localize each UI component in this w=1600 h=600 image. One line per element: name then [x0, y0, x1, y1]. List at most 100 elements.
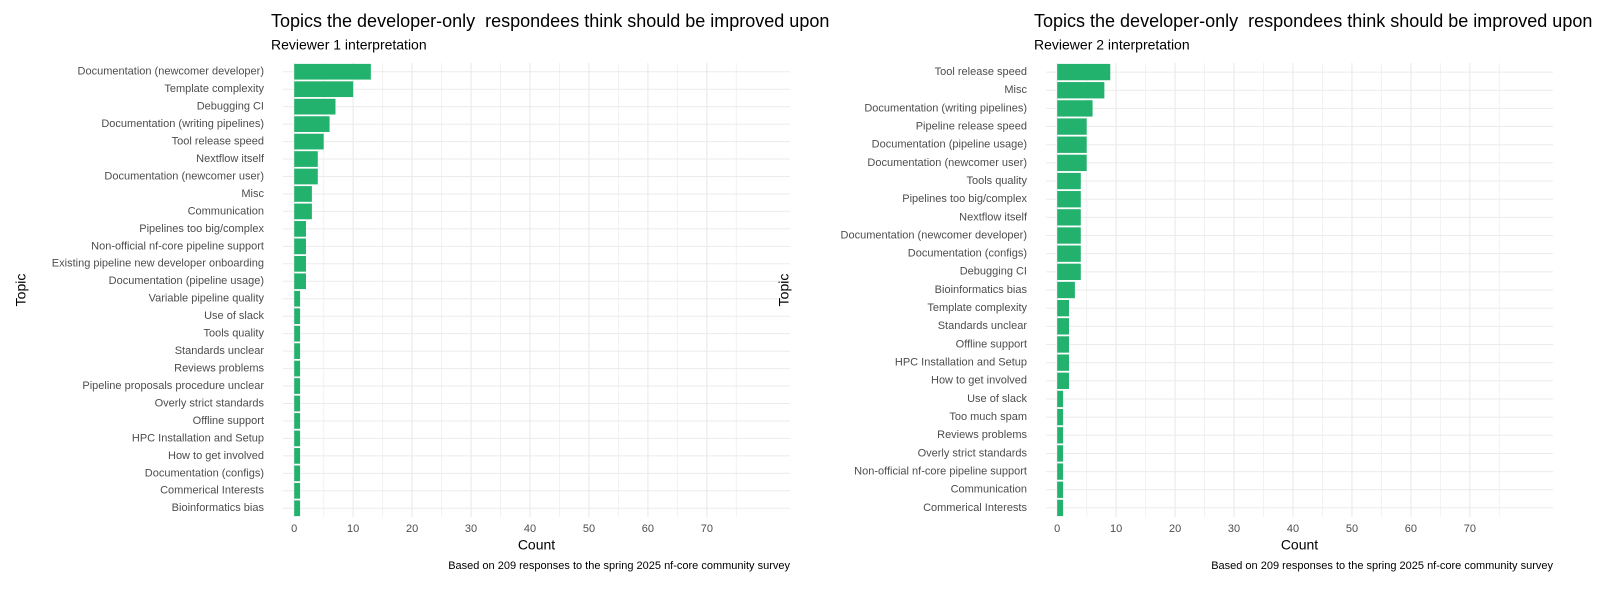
bar: [1057, 445, 1064, 462]
y-tick-label: Too much spam: [949, 411, 1027, 423]
y-tick-label: Pipeline proposals procedure unclear: [82, 380, 264, 392]
bar: [1057, 463, 1064, 480]
caption: Based on 209 responses to the spring 202…: [1211, 560, 1553, 572]
chart-subtitle: Reviewer 2 interpretation: [1034, 37, 1190, 53]
y-tick-label: Bioinformatics bias: [172, 502, 265, 514]
bar: [1057, 263, 1081, 281]
y-tick-label: Use of slack: [204, 310, 264, 322]
y-tick-label: Standards unclear: [938, 320, 1028, 332]
bar: [294, 325, 301, 342]
bar: [1057, 100, 1093, 117]
y-tick-label: Debugging CI: [960, 266, 1027, 278]
bar: [294, 98, 336, 115]
y-tick-label: Documentation (newcomer developer): [841, 229, 1027, 241]
y-tick-label: Pipelines too big/complex: [139, 223, 264, 235]
x-axis-title: Count: [518, 537, 555, 553]
bar: [294, 308, 301, 325]
bar: [1057, 63, 1111, 81]
y-tick-label: Documentation (newcomer user): [104, 170, 264, 182]
bar: [294, 290, 301, 307]
bar: [1057, 209, 1081, 226]
y-axis-title: Topic: [13, 274, 29, 307]
bar: [1057, 191, 1081, 208]
y-tick-label: Existing pipeline new developer onboardi…: [52, 258, 264, 270]
bar: [294, 63, 371, 80]
y-tick-label: Offline support: [193, 415, 264, 427]
bar: [1057, 281, 1075, 299]
chart-title: Topics the developer-only respondees thi…: [271, 11, 829, 31]
bar: [1057, 118, 1087, 135]
x-axis-title: Count: [1281, 537, 1318, 553]
bar: [1057, 354, 1069, 371]
x-tick-label: 20: [1169, 523, 1181, 535]
y-tick-label: Standards unclear: [175, 345, 265, 357]
bar: [1057, 227, 1081, 244]
y-tick-label: Overly strict standards: [918, 447, 1028, 459]
x-tick-label: 50: [583, 523, 595, 535]
bar: [294, 395, 301, 412]
y-tick-label: Template complexity: [927, 302, 1027, 314]
y-tick-label: HPC Installation and Setup: [895, 357, 1027, 369]
x-tick-label: 0: [1054, 523, 1060, 535]
y-tick-label: Communication: [188, 205, 264, 217]
bar: [1057, 499, 1064, 517]
y-tick-label: Documentation (configs): [145, 467, 264, 479]
bar: [294, 186, 312, 202]
y-tick-label: Reviews problems: [937, 429, 1027, 441]
x-tick-label: 70: [701, 523, 713, 535]
bar: [1057, 172, 1081, 190]
y-tick-label: Misc: [241, 188, 264, 200]
y-tick-label: Bioinformatics bias: [935, 284, 1028, 296]
bar: [294, 500, 301, 517]
bar: [1057, 408, 1064, 426]
bar: [1057, 372, 1069, 389]
bar: [294, 238, 306, 255]
x-tick-label: 0: [291, 523, 297, 535]
bar: [1057, 390, 1064, 408]
y-tick-label: Variable pipeline quality: [149, 293, 265, 305]
x-tick-label: 30: [465, 523, 477, 535]
y-tick-label: Tool release speed: [935, 66, 1027, 78]
bar: [294, 116, 330, 132]
y-tick-label: Overly strict standards: [155, 397, 265, 409]
bar: [294, 448, 301, 464]
bar: [1057, 136, 1087, 153]
bar: [294, 378, 301, 394]
x-tick-label: 10: [1110, 523, 1122, 535]
x-tick-label: 10: [347, 523, 359, 535]
bar: [1057, 154, 1087, 172]
y-tick-label: Documentation (newcomer user): [867, 157, 1027, 169]
y-tick-label: Offline support: [956, 338, 1027, 350]
bar: [294, 413, 301, 429]
y-tick-label: Documentation (pipeline usage): [109, 275, 264, 287]
bar: [1057, 82, 1105, 99]
x-tick-label: 50: [1346, 523, 1358, 535]
y-tick-label: Commerical Interests: [923, 502, 1027, 514]
y-tick-label: Tools quality: [966, 175, 1027, 187]
x-tick-label: 30: [1228, 523, 1240, 535]
x-tick-label: 60: [642, 523, 654, 535]
y-tick-label: Nextflow itself: [959, 211, 1028, 223]
y-tick-label: Documentation (pipeline usage): [872, 139, 1027, 151]
bar: [1057, 481, 1064, 498]
x-tick-label: 60: [1405, 523, 1417, 535]
y-tick-label: Pipelines too big/complex: [902, 193, 1027, 205]
y-tick-label: Documentation (writing pipelines): [101, 118, 264, 130]
y-tick-label: Template complexity: [164, 83, 264, 95]
bar: [294, 360, 301, 377]
bar: [294, 482, 301, 499]
bar: [1057, 245, 1081, 262]
x-tick-label: 40: [1287, 523, 1299, 535]
y-tick-label: Non-official nf-core pipeline support: [91, 240, 264, 252]
y-tick-label: Communication: [951, 484, 1027, 496]
bar: [294, 430, 301, 447]
caption: Based on 209 responses to the spring 202…: [448, 560, 790, 572]
y-tick-label: Misc: [1004, 84, 1027, 96]
bar: [294, 168, 318, 185]
y-tick-label: Commerical Interests: [160, 485, 264, 497]
x-tick-label: 20: [406, 523, 418, 535]
y-tick-label: Reviews problems: [174, 362, 264, 374]
y-tick-label: How to get involved: [168, 450, 264, 462]
bar: [294, 255, 306, 272]
